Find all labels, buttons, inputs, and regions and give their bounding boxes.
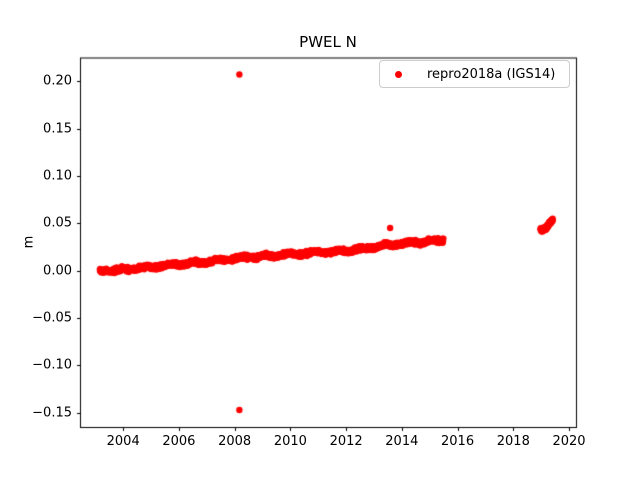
x-tick-label: 2014 bbox=[385, 434, 419, 449]
chart-title: PWEL N bbox=[299, 33, 357, 51]
x-tick-label: 2018 bbox=[496, 434, 530, 449]
y-tick-label: 0.20 bbox=[43, 73, 72, 89]
y-tick-label: 0.10 bbox=[43, 168, 72, 184]
x-tick-label: 2008 bbox=[218, 434, 252, 449]
legend-marker-dot bbox=[395, 70, 402, 78]
y-tick-label: −0.10 bbox=[32, 357, 72, 373]
x-tick-label: 2012 bbox=[329, 434, 363, 449]
y-tick-label: −0.05 bbox=[32, 310, 72, 326]
x-tick-label: 2006 bbox=[162, 434, 196, 449]
y-axis-label: m bbox=[21, 235, 37, 249]
x-tick-label: 2010 bbox=[273, 434, 307, 449]
legend: repro2018a (IGS14) bbox=[379, 60, 570, 88]
y-tick-label: −0.15 bbox=[32, 405, 72, 421]
x-tick-label: 2016 bbox=[441, 434, 475, 449]
x-tick-label: 2004 bbox=[106, 434, 140, 449]
y-tick-label: 0.15 bbox=[43, 121, 72, 137]
legend-label: repro2018a (IGS14) bbox=[427, 66, 556, 82]
x-tick-label: 2020 bbox=[552, 434, 586, 449]
y-tick-label: 0.05 bbox=[43, 215, 72, 231]
y-tick-label: 0.00 bbox=[43, 263, 72, 279]
